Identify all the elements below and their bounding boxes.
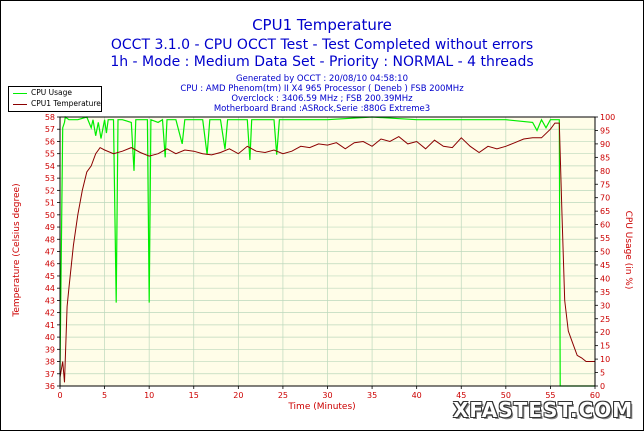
y-tick-label-1: 37 <box>45 370 55 379</box>
y2-tick-label-18: 90 <box>600 140 610 149</box>
y-tick-label-11: 47 <box>45 248 55 257</box>
x-tick-label-6: 30 <box>322 391 332 400</box>
y-tick-label-6: 42 <box>45 309 55 318</box>
y-tick-label-10: 46 <box>45 260 55 269</box>
chart-subtitle-mode: 1h - Mode : Medium Data Set - Priority :… <box>110 54 534 70</box>
info-overclock: Overclock : 3406.59 MHz ; FSB 200.39MHz <box>231 94 413 104</box>
y-tick-label-22: 58 <box>45 113 55 122</box>
y-tick-label-15: 51 <box>45 199 55 208</box>
y-tick-label-16: 52 <box>45 186 55 195</box>
y2-tick-label-10: 50 <box>600 248 610 257</box>
y2-axis-label: CPU Usage (in %) <box>623 210 633 290</box>
y-tick-label-19: 55 <box>45 150 55 159</box>
y-axis-label: Temperature (Celsius degree) <box>12 183 22 317</box>
legend-item-cpu-temp: CPU1 Temperature <box>13 99 101 110</box>
y2-tick-label-17: 85 <box>600 153 610 162</box>
y-tick-label-0: 36 <box>45 382 55 391</box>
y2-tick-label-13: 65 <box>600 207 610 216</box>
y2-tick-label-14: 70 <box>600 194 610 203</box>
y2-tick-label-19: 95 <box>600 126 610 135</box>
info-generated: Generated by OCCT : 20/08/10 04:58:10 <box>236 74 408 84</box>
legend: CPU Usage CPU1 Temperature <box>8 86 102 112</box>
y-tick-label-20: 56 <box>45 137 55 146</box>
chart-subtitle-test: OCCT 3.1.0 - CPU OCCT Test - Test Comple… <box>110 37 534 53</box>
x-tick-label-1: 5 <box>102 391 107 400</box>
y2-tick-label-16: 80 <box>600 167 610 176</box>
x-tick-label-5: 25 <box>278 391 288 400</box>
x-tick-label-3: 15 <box>189 391 199 400</box>
x-tick-label-8: 40 <box>412 391 422 400</box>
x-tick-label-7: 35 <box>367 391 377 400</box>
y-tick-label-21: 57 <box>45 125 55 134</box>
legend-swatch-cpu-usage <box>13 92 27 94</box>
x-tick-label-10: 50 <box>501 391 511 400</box>
y2-tick-label-5: 25 <box>600 315 610 324</box>
y2-tick-label-7: 35 <box>600 288 610 297</box>
x-tick-label-12: 60 <box>590 391 600 400</box>
y-tick-label-9: 45 <box>45 272 55 281</box>
y2-tick-label-11: 55 <box>600 234 610 243</box>
x-axis-label: Time (Minutes) <box>288 402 356 412</box>
chart-title: CPU1 Temperature <box>252 16 392 34</box>
info-motherboard: Motherboard Brand :ASRock,Serie :880G Ex… <box>213 104 431 114</box>
x-tick-label-9: 45 <box>456 391 466 400</box>
y-tick-label-4: 40 <box>45 333 55 342</box>
y-tick-label-14: 50 <box>45 211 55 220</box>
y-tick-label-8: 44 <box>45 284 55 293</box>
y2-tick-label-20: 100 <box>600 113 615 122</box>
y-tick-label-13: 49 <box>45 223 55 232</box>
x-tick-label-0: 0 <box>57 391 62 400</box>
series-line-cpu-usage <box>59 115 595 387</box>
legend-swatch-cpu-temp <box>13 103 27 105</box>
y2-tick-label-3: 15 <box>600 342 610 351</box>
y-tick-label-3: 39 <box>45 345 55 354</box>
x-tick-label-11: 55 <box>545 391 555 400</box>
y2-tick-label-1: 5 <box>600 369 605 378</box>
y2-tick-label-8: 40 <box>600 274 610 283</box>
y-tick-label-18: 54 <box>45 162 55 171</box>
y-tick-label-12: 48 <box>45 235 55 244</box>
info-cpu: CPU : AMD Phenom(tm) II X4 965 Processor… <box>180 84 464 94</box>
x-tick-label-4: 20 <box>233 391 243 400</box>
watermark-logo: XFASTEST.COM <box>453 398 634 422</box>
legend-label-cpu-usage: CPU Usage <box>31 88 73 97</box>
y2-tick-label-15: 75 <box>600 180 610 189</box>
y2-tick-label-9: 45 <box>600 261 610 270</box>
y-tick-label-2: 38 <box>45 358 55 367</box>
legend-label-cpu-temp: CPU1 Temperature <box>31 99 101 108</box>
y2-tick-label-2: 10 <box>600 355 610 364</box>
y-tick-label-5: 41 <box>45 321 55 330</box>
series-line-cpu-temp <box>59 122 595 383</box>
y-tick-label-7: 43 <box>45 296 55 305</box>
y2-tick-label-6: 30 <box>600 301 610 310</box>
x-tick-label-2: 10 <box>144 391 154 400</box>
legend-item-cpu-usage: CPU Usage <box>13 88 72 99</box>
y2-tick-label-0: 0 <box>600 382 605 391</box>
y-tick-label-17: 53 <box>45 174 55 183</box>
y2-tick-label-4: 20 <box>600 328 610 337</box>
y2-tick-label-12: 60 <box>600 221 610 230</box>
